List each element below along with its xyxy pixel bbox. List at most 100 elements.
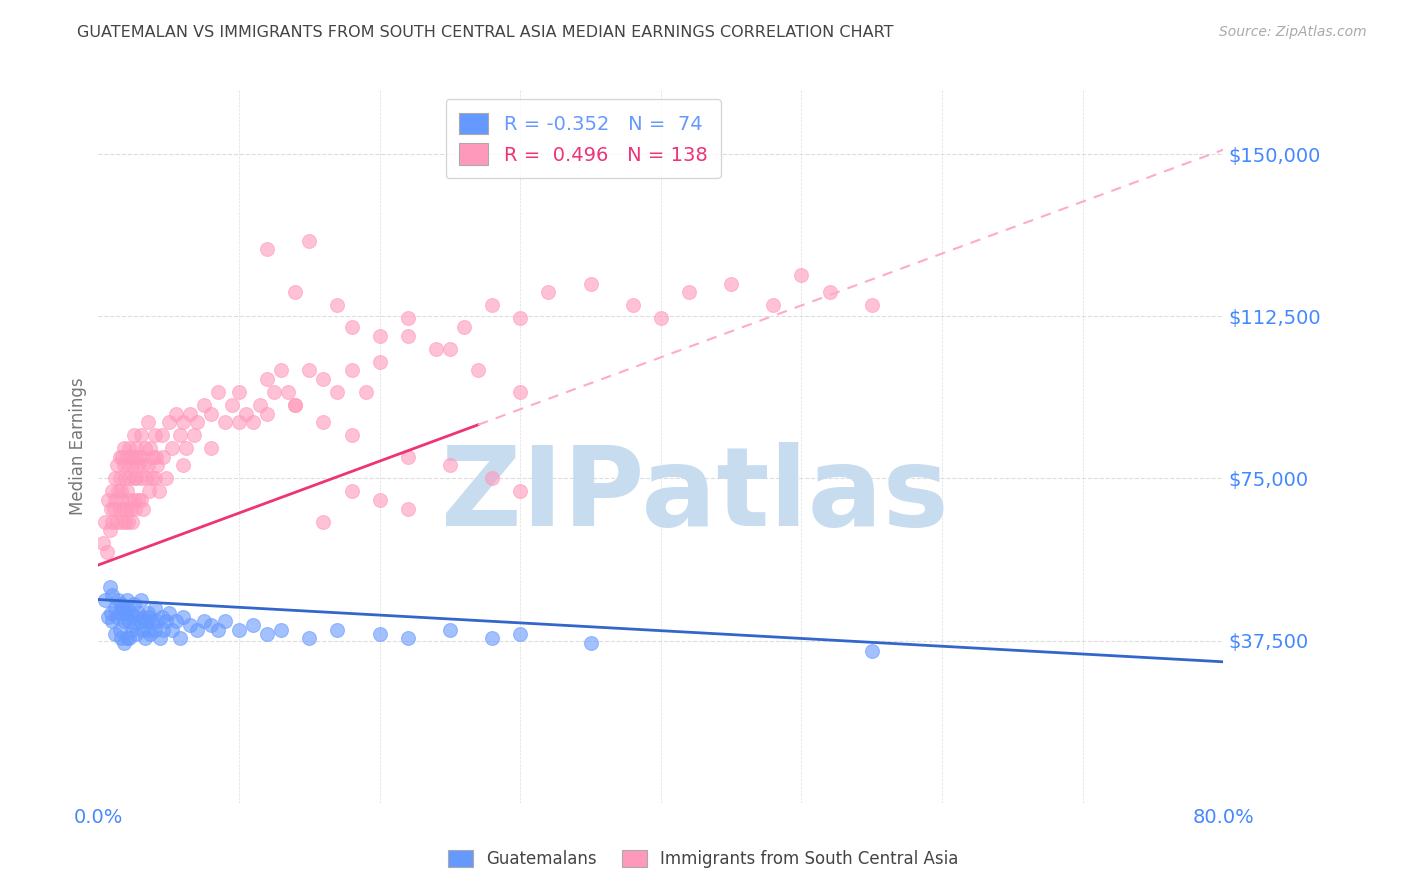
Point bbox=[340, 320, 363, 334]
Point bbox=[136, 623, 159, 637]
Point bbox=[112, 614, 135, 628]
Point bbox=[157, 606, 180, 620]
Point bbox=[97, 610, 120, 624]
Point bbox=[132, 610, 155, 624]
Point bbox=[256, 372, 278, 386]
Point bbox=[650, 311, 672, 326]
Point bbox=[298, 632, 321, 646]
Point bbox=[146, 614, 169, 628]
Point bbox=[425, 342, 447, 356]
Point bbox=[509, 311, 531, 326]
Point bbox=[96, 545, 118, 559]
Point bbox=[124, 501, 146, 516]
Point bbox=[108, 471, 131, 485]
Point bbox=[108, 623, 131, 637]
Point bbox=[136, 458, 159, 473]
Point bbox=[509, 384, 531, 399]
Point bbox=[214, 614, 236, 628]
Point bbox=[790, 268, 813, 282]
Point bbox=[111, 493, 134, 508]
Point bbox=[172, 610, 194, 624]
Point bbox=[117, 515, 139, 529]
Point bbox=[115, 592, 138, 607]
Point bbox=[284, 398, 307, 412]
Point bbox=[509, 627, 531, 641]
Point bbox=[108, 501, 131, 516]
Point bbox=[129, 493, 152, 508]
Point bbox=[193, 398, 215, 412]
Point bbox=[124, 610, 146, 624]
Point bbox=[165, 614, 187, 628]
Point bbox=[98, 524, 121, 538]
Point bbox=[720, 277, 742, 291]
Point bbox=[481, 471, 503, 485]
Point bbox=[165, 407, 187, 421]
Point bbox=[127, 606, 149, 620]
Point bbox=[146, 458, 169, 473]
Point bbox=[228, 415, 250, 429]
Point bbox=[94, 515, 117, 529]
Point bbox=[228, 384, 250, 399]
Point bbox=[143, 471, 166, 485]
Point bbox=[118, 441, 141, 455]
Point bbox=[121, 515, 143, 529]
Point bbox=[125, 441, 148, 455]
Point bbox=[125, 471, 148, 485]
Point bbox=[193, 614, 215, 628]
Point bbox=[101, 515, 124, 529]
Point bbox=[118, 614, 141, 628]
Point bbox=[340, 484, 363, 499]
Point bbox=[155, 614, 177, 628]
Point bbox=[136, 415, 159, 429]
Point bbox=[115, 501, 138, 516]
Point bbox=[101, 614, 124, 628]
Point bbox=[117, 458, 139, 473]
Point bbox=[228, 623, 250, 637]
Point bbox=[107, 592, 129, 607]
Point bbox=[326, 384, 349, 399]
Point bbox=[104, 493, 127, 508]
Point bbox=[326, 298, 349, 312]
Point bbox=[121, 623, 143, 637]
Point bbox=[179, 618, 201, 632]
Point bbox=[141, 471, 163, 485]
Legend: Guatemalans, Immigrants from South Central Asia: Guatemalans, Immigrants from South Centr… bbox=[441, 843, 965, 875]
Point bbox=[396, 501, 419, 516]
Point bbox=[142, 450, 165, 464]
Point bbox=[284, 285, 307, 300]
Point bbox=[186, 415, 208, 429]
Point bbox=[242, 415, 264, 429]
Point bbox=[152, 450, 174, 464]
Point bbox=[312, 515, 335, 529]
Point bbox=[136, 606, 159, 620]
Point bbox=[122, 493, 145, 508]
Point bbox=[117, 601, 139, 615]
Point bbox=[284, 398, 307, 412]
Point bbox=[326, 623, 349, 637]
Point bbox=[148, 484, 170, 499]
Point bbox=[111, 601, 134, 615]
Point bbox=[481, 298, 503, 312]
Point bbox=[579, 636, 602, 650]
Point bbox=[105, 515, 128, 529]
Point bbox=[149, 632, 172, 646]
Text: ZIPatlas: ZIPatlas bbox=[440, 442, 949, 549]
Point bbox=[263, 384, 285, 399]
Point bbox=[160, 623, 183, 637]
Point bbox=[298, 234, 321, 248]
Point bbox=[101, 484, 124, 499]
Point bbox=[270, 363, 292, 377]
Point bbox=[150, 428, 173, 442]
Point bbox=[174, 441, 197, 455]
Point bbox=[129, 471, 152, 485]
Point bbox=[104, 627, 127, 641]
Point bbox=[120, 501, 142, 516]
Point bbox=[135, 471, 157, 485]
Text: Source: ZipAtlas.com: Source: ZipAtlas.com bbox=[1219, 25, 1367, 39]
Point bbox=[150, 610, 173, 624]
Point bbox=[110, 515, 132, 529]
Point bbox=[277, 384, 299, 399]
Point bbox=[172, 415, 194, 429]
Point bbox=[143, 601, 166, 615]
Point bbox=[453, 320, 475, 334]
